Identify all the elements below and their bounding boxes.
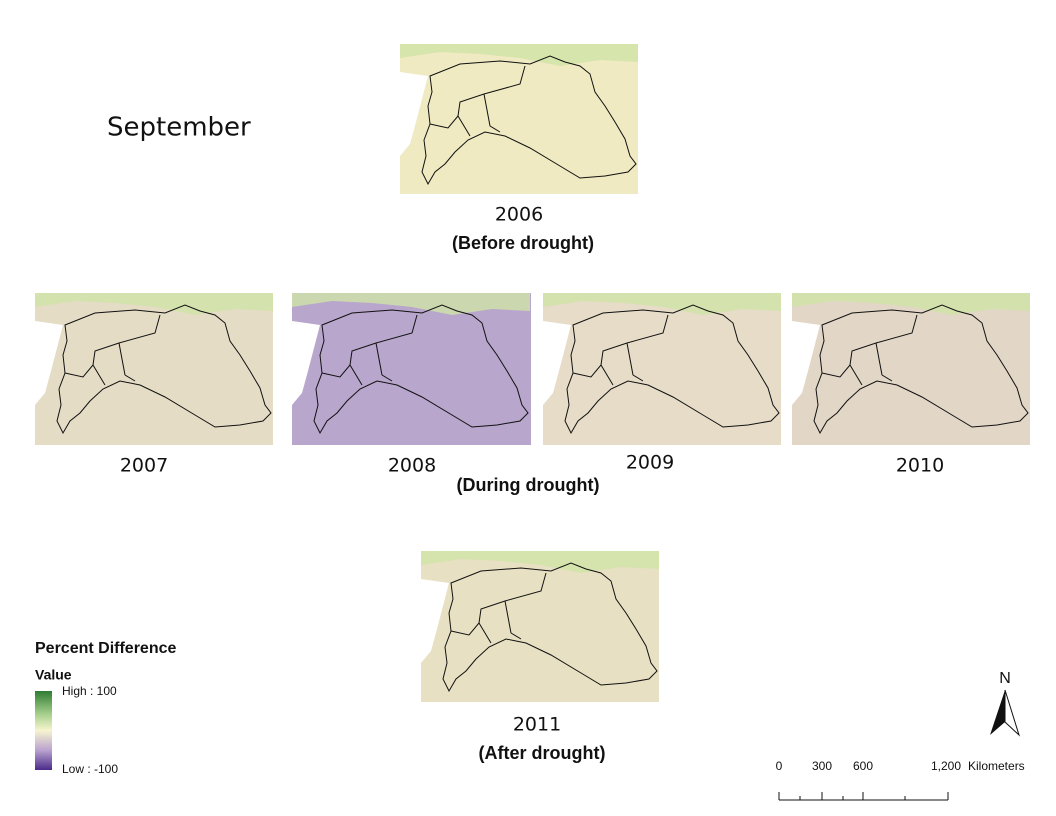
map-panel (420, 550, 660, 703)
legend-field: Value (35, 667, 72, 683)
year-label: 2010 (896, 455, 944, 477)
legend: Percent Difference Value High : 100 Low … (35, 640, 176, 776)
map-raster (292, 293, 531, 445)
map-panel (34, 292, 274, 445)
year-label: 2011 (513, 714, 561, 736)
caption: (During drought) (457, 475, 600, 495)
color-ramp (35, 691, 52, 770)
title: September (107, 113, 251, 143)
arrow-half (990, 690, 1005, 735)
scale-label: 1,200 (931, 759, 961, 773)
map-panel (399, 43, 639, 196)
north-label: N (999, 670, 1011, 687)
map-panel (542, 292, 782, 445)
arrow-half (1004, 689, 1021, 737)
map-raster (543, 293, 781, 445)
legend-high: High : 100 (62, 684, 117, 698)
scale-line (778, 792, 949, 801)
year-label: 2007 (120, 455, 168, 477)
legend-low: Low : -100 (62, 762, 118, 776)
map-raster (400, 44, 638, 194)
scale-label: 0 (776, 759, 783, 773)
scale-unit: Kilometers (968, 759, 1025, 773)
caption: (After drought) (479, 743, 606, 763)
year-label: 2008 (388, 455, 436, 477)
north-arrow: N (990, 670, 1021, 737)
scale-label: 600 (853, 759, 873, 773)
legend-title: Percent Difference (35, 640, 176, 657)
map-panel (791, 292, 1031, 445)
map-panel (291, 292, 531, 445)
caption: (Before drought) (452, 233, 594, 253)
year-label: 2009 (626, 452, 674, 474)
year-label: 2006 (495, 204, 543, 226)
map-raster (35, 293, 273, 445)
map-raster (421, 551, 659, 702)
scale-bar: 0 300 600 1,200 Kilometers (776, 759, 1025, 801)
map-raster (792, 293, 1030, 445)
scale-label: 300 (812, 759, 832, 773)
